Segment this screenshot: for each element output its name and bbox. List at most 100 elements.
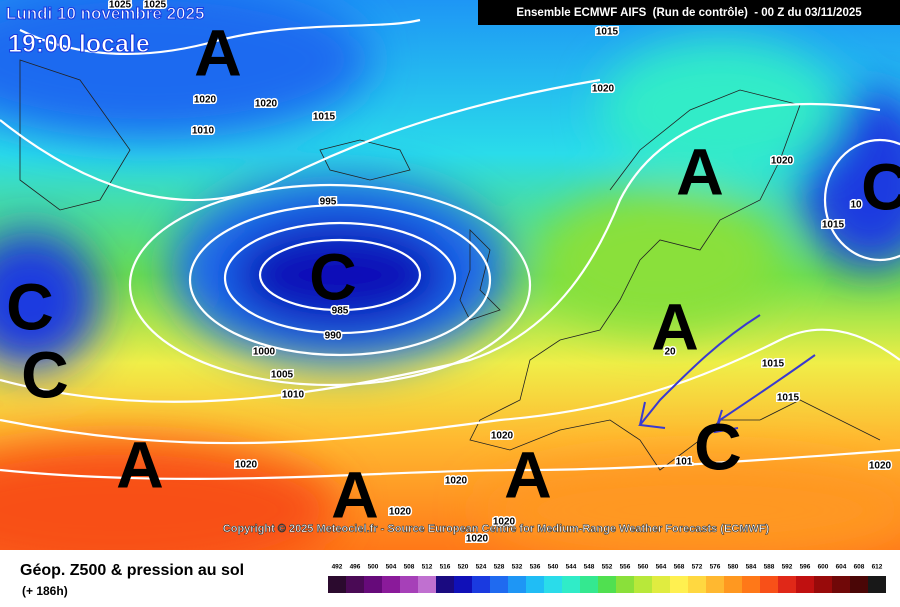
low-pressure: C — [694, 409, 742, 483]
scale-cell — [400, 576, 418, 593]
scale-label: 512 — [422, 564, 433, 571]
low-pressure: C — [6, 269, 54, 343]
scale-label: 584 — [746, 564, 757, 571]
scale-label: 552 — [602, 564, 613, 571]
scale-cell — [814, 576, 832, 593]
scale-label: 596 — [800, 564, 811, 571]
isobar-label: 1000 — [253, 347, 276, 358]
isobar-label: 985 — [332, 306, 349, 317]
scale-cell — [616, 576, 634, 593]
scale-cell — [796, 576, 814, 593]
scale-label: 536 — [530, 564, 541, 571]
scale-cell — [436, 576, 454, 593]
high-pressure: A — [116, 427, 164, 501]
high-pressure: A — [504, 437, 552, 511]
date: Lundi 10 novembre 2025 — [6, 4, 204, 23]
scale-label: 600 — [818, 564, 829, 571]
scale-label: 540 — [548, 564, 559, 571]
scale-label: 556 — [620, 564, 631, 571]
scale-cell — [742, 576, 760, 593]
scale-label: 496 — [350, 564, 361, 571]
low-pressure: C — [861, 149, 900, 223]
scale-label: 604 — [836, 564, 847, 571]
scale-cell — [454, 576, 472, 593]
scale-cell — [418, 576, 436, 593]
color-scale: 492 496 500 504 508 512 516 520 524 528 532 536 540 5… — [328, 564, 886, 593]
scale-cell — [580, 576, 598, 593]
scale-label: 608 — [854, 564, 865, 571]
scale-cell — [832, 576, 850, 593]
scale-cell — [490, 576, 508, 593]
legend-title: Géop. Z500 & pression au sol — [20, 562, 244, 579]
isobar-label: 1020 — [869, 461, 892, 472]
scale-label: 544 — [566, 564, 577, 571]
scale-cell — [346, 576, 364, 593]
scale-label: 580 — [728, 564, 739, 571]
scale-label: 588 — [764, 564, 775, 571]
source: Ensemble ECMWF AIFS (Run de contrôle) - … — [516, 7, 862, 19]
isobar-label: 995 — [320, 197, 337, 208]
isobar-labels: 1025 1025 1015 1020 1020 1010 1015 1020 … — [107, 0, 893, 546]
map: 1025 1025 1015 1020 1020 1010 1015 1020 … — [0, 0, 900, 550]
scale-cell — [778, 576, 796, 593]
scale-label: 500 — [368, 564, 379, 571]
scale-label: 520 — [458, 564, 469, 571]
low-pressure: C — [309, 239, 357, 313]
scale-cell — [544, 576, 562, 593]
scale-cell — [328, 576, 346, 593]
isobar-label: 1020 — [493, 517, 516, 528]
scale-cell — [382, 576, 400, 593]
annotation-arrow — [713, 354, 816, 434]
scale-label: 532 — [512, 564, 523, 571]
scale-label: 612 — [872, 564, 883, 571]
scale-cell — [562, 576, 580, 593]
pressure-centers: A A A A A A C C C C C — [6, 15, 900, 531]
scale-label: 560 — [638, 564, 649, 571]
scale-cell — [472, 576, 490, 593]
isobar-label: 101 — [676, 457, 693, 468]
legend-subtitle: (+ 186h) — [22, 584, 68, 598]
isobar-label: 1015 — [777, 393, 800, 404]
scale-cell — [526, 576, 544, 593]
scale-cell — [670, 576, 688, 593]
high-pressure: A — [194, 15, 242, 89]
scale-cell — [706, 576, 724, 593]
scale-label: 548 — [584, 564, 595, 571]
isobar-label: 1020 — [592, 84, 615, 95]
isobar-label: 990 — [325, 331, 342, 342]
scale-cell — [760, 576, 778, 593]
high-pressure: A — [651, 289, 699, 363]
isobar-label: 1020 — [389, 507, 412, 518]
copyright: Copyright © 2025 Meteociel.fr - Source E… — [223, 523, 770, 535]
scale-cell — [652, 576, 670, 593]
annotation-arrow — [638, 314, 761, 429]
scale-cell — [364, 576, 382, 593]
scale-label: 572 — [692, 564, 703, 571]
scale-label: 516 — [440, 564, 451, 571]
source-banner — [478, 0, 900, 25]
isobar-label: 1015 — [596, 27, 619, 38]
high-pressure: A — [331, 457, 379, 531]
isobar-label: 10 — [850, 200, 862, 211]
isobar-label: 1020 — [235, 460, 258, 471]
isobar-label: 1015 — [822, 220, 845, 231]
high-pressure: A — [676, 134, 724, 208]
isobar-label: 1015 — [313, 112, 336, 123]
isobar-label: 1020 — [194, 95, 217, 106]
isobar-label: 1020 — [491, 431, 514, 442]
isobar-label: 1010 — [282, 390, 305, 401]
isobar-label: 20 — [664, 347, 676, 358]
isobar-label: 1025 — [144, 0, 167, 11]
scale-label: 528 — [494, 564, 505, 571]
scale-label: 576 — [710, 564, 721, 571]
local-time: 19:00 locale — [8, 30, 150, 58]
scale-cell — [634, 576, 652, 593]
scale-cell — [508, 576, 526, 593]
isobar-label: 1020 — [771, 156, 794, 167]
isobar-label: 1005 — [271, 370, 294, 381]
scale-label: 592 — [782, 564, 793, 571]
scale-label: 504 — [386, 564, 397, 571]
isobar-label: 1020 — [255, 99, 278, 110]
scale-cell — [688, 576, 706, 593]
